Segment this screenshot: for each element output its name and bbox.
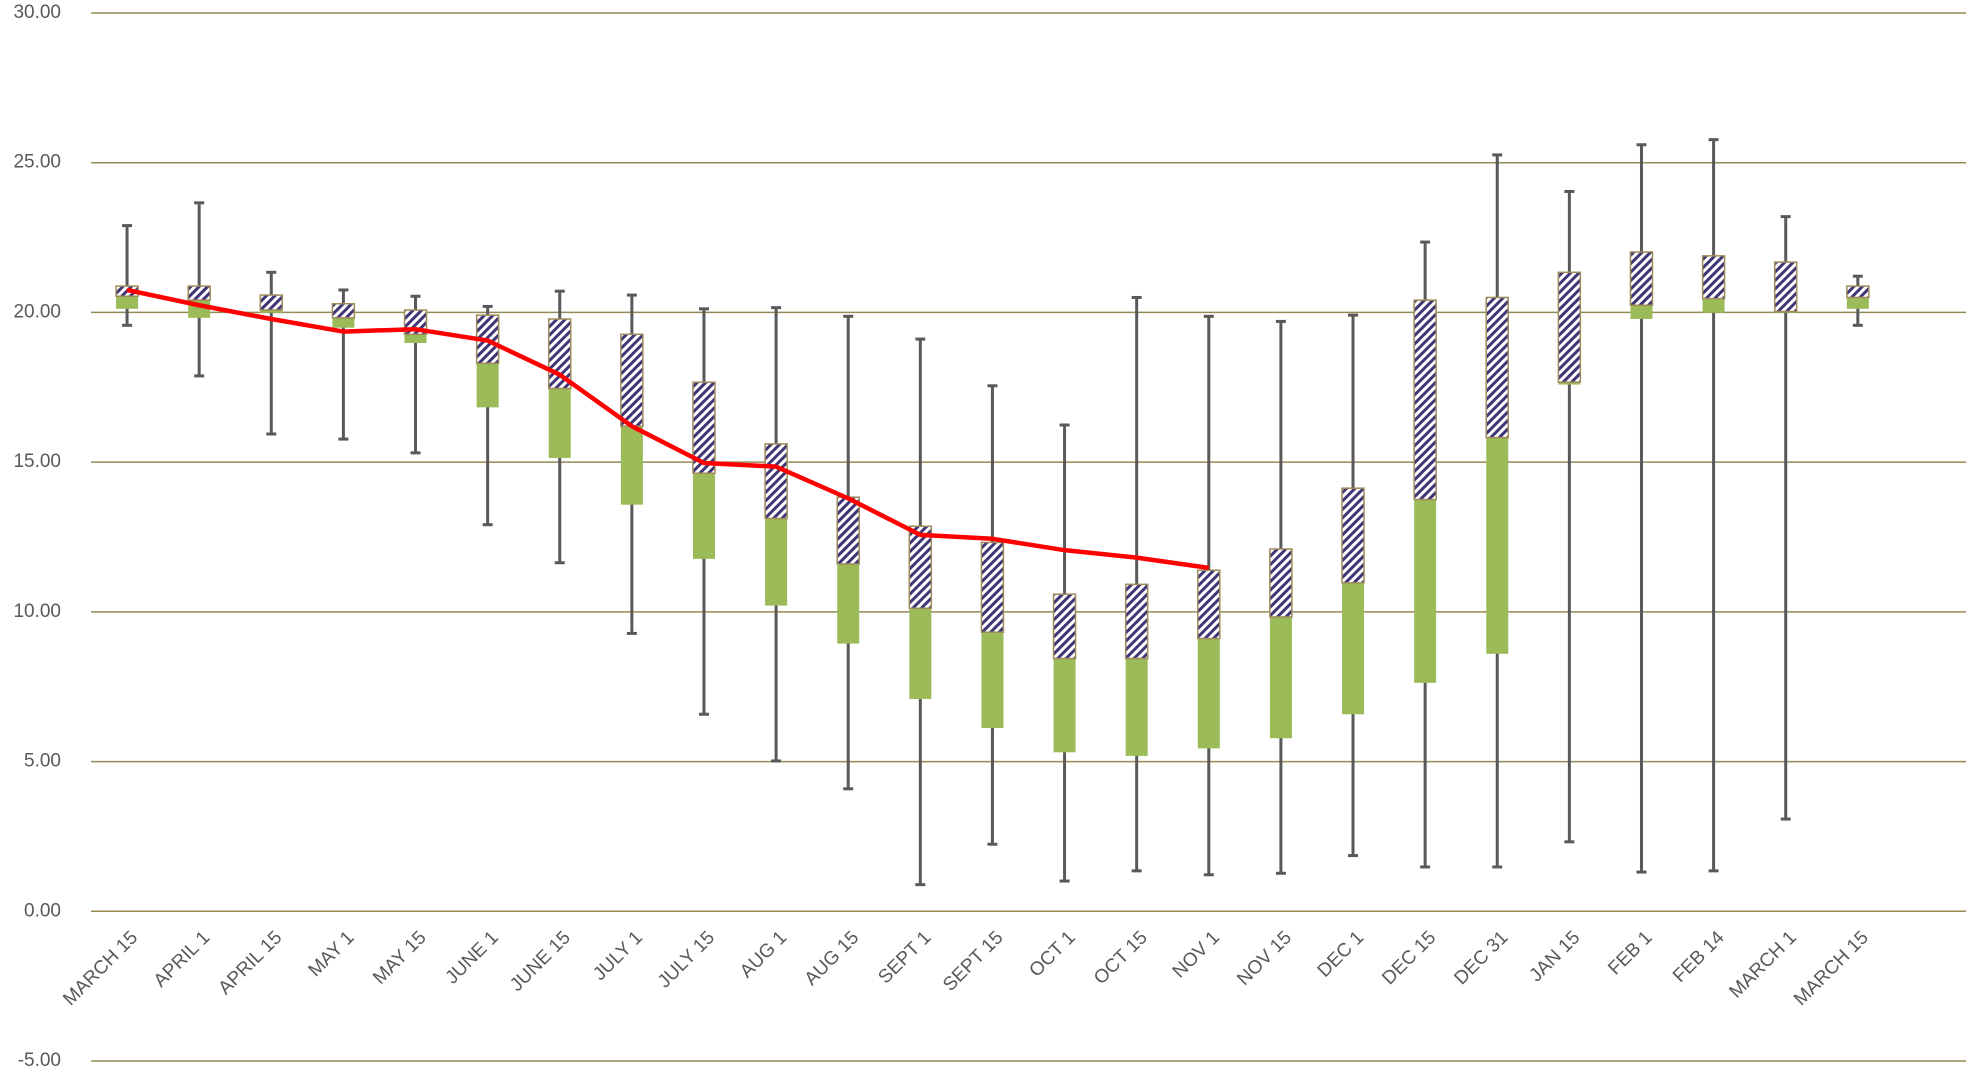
box-upper (259, 294, 284, 311)
box-upper (331, 302, 356, 319)
x-tick-label: JUNE 15 (506, 927, 575, 996)
box-lower (404, 334, 427, 343)
x-tick-label: JULY 15 (654, 927, 719, 992)
x-tick-label: OCT 1 (1025, 927, 1079, 981)
box-upper (980, 541, 1005, 633)
box-upper (1557, 271, 1582, 383)
box-lower (1197, 638, 1220, 749)
box-lower (1486, 437, 1509, 654)
y-tick-label: 25.00 (13, 152, 61, 173)
box-lower (1630, 305, 1653, 320)
box-lower (116, 296, 139, 309)
box-upper (908, 525, 933, 610)
box-lower (1269, 616, 1292, 739)
x-tick-label: FEB 1 (1604, 927, 1656, 979)
y-tick-label: 10.00 (13, 601, 61, 622)
x-tick-label: SEPT 15 (939, 927, 1007, 995)
box-lower (765, 518, 788, 606)
x-tick-label: JULY 1 (589, 927, 647, 985)
box-upper (692, 381, 716, 474)
x-tick-label: SEPT 1 (874, 927, 935, 988)
box-upper (1052, 593, 1077, 660)
x-tick-label: JAN 15 (1526, 927, 1585, 986)
x-tick-label: DEC 15 (1378, 927, 1440, 989)
box-lower (1846, 297, 1869, 309)
x-tick-label: JUNE 1 (442, 927, 503, 988)
box-lower (1125, 658, 1148, 756)
y-tick-label: 0.00 (24, 900, 61, 921)
box-upper (187, 285, 211, 301)
box-upper (1701, 255, 1726, 300)
box-upper (1413, 299, 1437, 501)
box-upper (1269, 548, 1293, 618)
box-lower (1053, 658, 1076, 753)
y-tick-label: 30.00 (13, 2, 61, 23)
y-tick-label: 5.00 (24, 751, 61, 772)
y-tick-label: -5.00 (18, 1050, 61, 1071)
x-tick-label: NOV 15 (1233, 927, 1296, 990)
box-lower (837, 563, 860, 644)
box-lower (981, 632, 1004, 729)
box-upper (1197, 569, 1221, 640)
box-lower (1342, 582, 1365, 715)
box-lower (1414, 499, 1437, 683)
x-tick-label: OCT 15 (1090, 927, 1152, 989)
x-tick-label: FEB 14 (1669, 927, 1729, 987)
box-lower (692, 473, 715, 559)
box-lower (909, 608, 932, 699)
box-upper (620, 333, 644, 427)
x-tick-label: MARCH 1 (1725, 927, 1800, 1002)
box-lower (548, 388, 571, 458)
box-upper (764, 443, 788, 520)
box-lower (1702, 298, 1725, 313)
box-upper (1629, 251, 1654, 306)
y-tick-label: 15.00 (13, 451, 61, 472)
box-lower (260, 310, 283, 313)
x-tick-label: DEC 1 (1314, 927, 1368, 981)
x-tick-label: NOV 1 (1169, 927, 1224, 982)
box-upper (1341, 487, 1365, 584)
trend-line (126, 287, 1210, 571)
x-tick-label: DEC 31 (1450, 927, 1512, 989)
x-tick-label: AUG 1 (736, 927, 791, 982)
y-tick-label: 20.00 (13, 301, 61, 322)
box-lower (332, 317, 355, 328)
x-tick-label: MARCH 15 (1790, 927, 1873, 1010)
x-tick-label: APRIL 15 (215, 927, 287, 999)
box-lower (1558, 382, 1581, 385)
x-tick-label: MAY 1 (305, 927, 359, 981)
x-tick-label: MAY 15 (369, 927, 430, 988)
box-upper (1846, 285, 1870, 299)
box-upper (1485, 296, 1509, 439)
box-upper (1773, 261, 1798, 313)
x-tick-label: MARCH 15 (59, 927, 142, 1010)
box-lower (620, 426, 643, 505)
x-tick-label: APRIL 1 (150, 927, 214, 991)
box-upper (836, 496, 860, 565)
x-tick-label: AUG 15 (801, 927, 864, 990)
box-upper (1124, 583, 1149, 660)
box-lower (476, 363, 499, 408)
